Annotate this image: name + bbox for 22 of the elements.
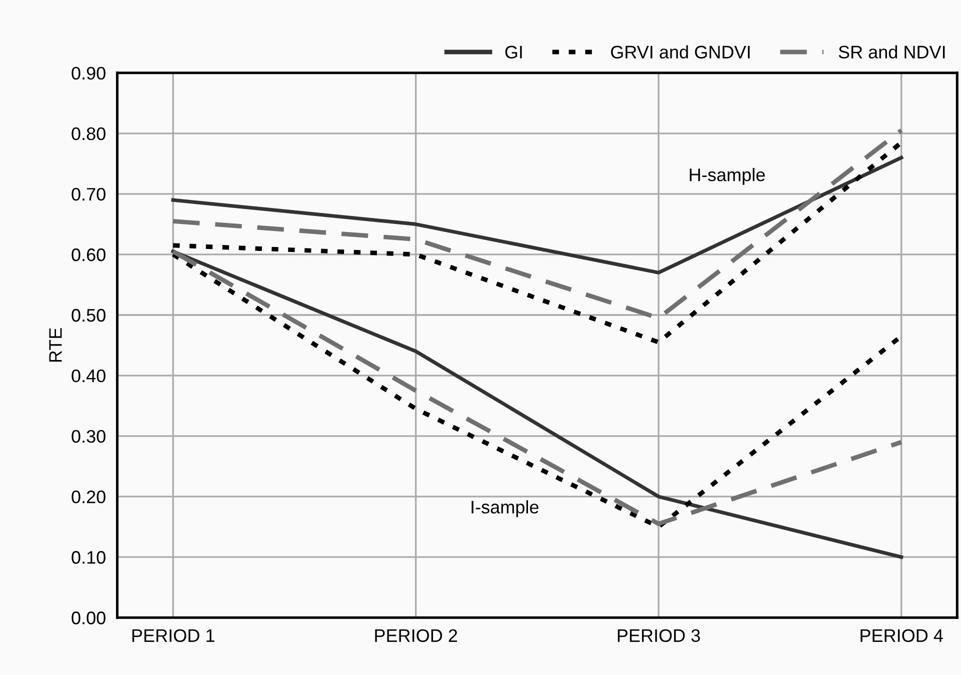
line-series xyxy=(170,128,904,320)
y-tick-label: 0.60 xyxy=(72,248,106,262)
y-tick-label: 0.20 xyxy=(72,490,106,504)
annotation: I-sample xyxy=(472,500,538,518)
y-tick-label: 0.50 xyxy=(72,308,106,322)
y-tick-label: 0.00 xyxy=(72,612,106,624)
y-tick-label: 0.90 xyxy=(72,66,106,80)
line-series xyxy=(171,156,904,274)
x-tick-label: PERIOD 2 xyxy=(375,629,458,642)
annotation: H-sample xyxy=(690,168,765,185)
y-tick-label: 0.30 xyxy=(72,430,106,443)
y-tick-label: 0.70 xyxy=(72,188,106,201)
x-tick-label: PERIOD 3 xyxy=(618,629,700,642)
y-tick-label: 0.10 xyxy=(72,551,106,564)
x-tick-label: PERIOD 4 xyxy=(860,629,943,642)
legend-label: GRVI and GNDVI xyxy=(611,45,750,58)
y-tick-label: 0.40 xyxy=(72,369,106,382)
x-tick-label: PERIOD 1 xyxy=(132,629,214,642)
legend-label: GI xyxy=(505,46,522,58)
y-tick-label: 0.80 xyxy=(72,127,106,140)
legend-label: SR and NDVI xyxy=(838,45,945,58)
y-axis-title: RTE xyxy=(49,328,62,362)
